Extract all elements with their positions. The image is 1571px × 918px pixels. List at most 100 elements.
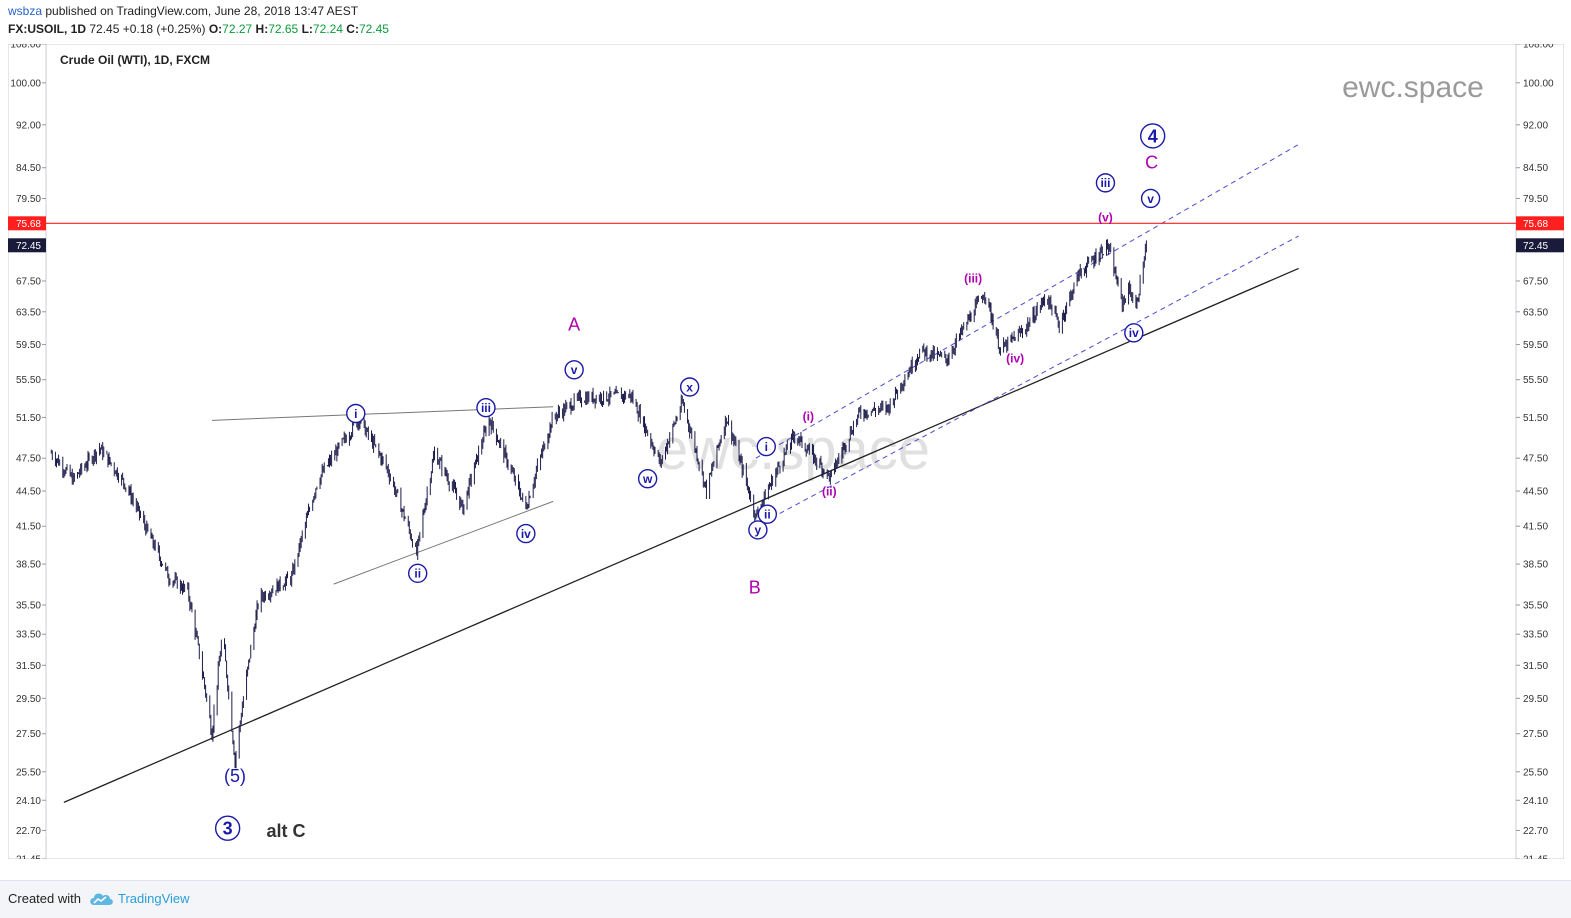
price-change: +0.18 (+0.25%): [122, 22, 206, 36]
low-value: 72.24: [312, 22, 343, 36]
wave-label-circle: [408, 563, 428, 584]
wave-label: x: [686, 380, 693, 394]
chart-svg[interactable]: Crude Oil (WTI), 1D, FXCM ewc.space ewc.s…: [8, 44, 1564, 859]
last-price-tag-right: 72.45: [1523, 241, 1548, 252]
price-tick-label-right: 84.50: [1523, 163, 1548, 174]
tradingview-cloud-icon[interactable]: [88, 889, 114, 907]
wave-label: (iv): [1006, 352, 1024, 366]
price-tick-label-right: 22.70: [1523, 826, 1548, 837]
wave-label-circle: [1140, 188, 1161, 209]
price-tick-label-left: 67.50: [16, 276, 41, 287]
price-tick-label-right: 47.50: [1523, 454, 1548, 465]
wave-label: (iii): [964, 271, 982, 285]
wave-label-circle: [214, 815, 241, 841]
wave-label: 4: [1148, 126, 1158, 146]
price-tick-label-left: 100.00: [10, 78, 41, 89]
wave-label: i: [765, 440, 768, 454]
wave-label: ii: [414, 567, 421, 581]
wave-label: 3: [223, 819, 233, 839]
price-tick-label-right: 108.00: [1523, 44, 1554, 51]
price-tick-label-right: 100.00: [1523, 78, 1554, 89]
channel-lower: [755, 235, 1299, 527]
price-tick-label-left: 84.50: [16, 163, 41, 174]
price-tick-label-left: 33.50: [16, 630, 41, 641]
symbol-quote-line: FX:USOIL, 1D 72.45 +0.18 (+0.25%) O:72.2…: [8, 22, 389, 36]
wave-label: ii: [764, 508, 771, 522]
wave-label-circle: [1139, 123, 1166, 149]
price-tick-label-right: 67.50: [1523, 276, 1548, 287]
wave-label: (v): [1098, 211, 1113, 225]
wave-label-circle: [748, 520, 768, 540]
price-tick-label-left: 41.50: [16, 522, 41, 533]
price-tick-label-left: 51.50: [16, 413, 41, 424]
price-tick-label-right: 29.50: [1523, 694, 1548, 705]
price-tick-label-left: 27.50: [16, 729, 41, 740]
open-value: 72.27: [222, 22, 253, 36]
open-label: O:: [208, 22, 223, 36]
wave-label: alt C: [267, 821, 306, 841]
wave-label-circle: [476, 397, 496, 418]
created-with-text: Created with: [8, 891, 81, 906]
price-tick-label-left: 79.50: [16, 194, 41, 205]
price-tick-label-right: 38.50: [1523, 560, 1548, 571]
last-price-tag-right-bg: [1516, 238, 1564, 253]
last-price-tag-left-bg: [8, 238, 46, 253]
chart-title: Crude Oil (WTI), 1D, FXCM: [60, 53, 210, 67]
price-tick-label-left: 21.45: [16, 855, 41, 860]
price-tick-label-right: 21.45: [1523, 855, 1548, 860]
price-tick-label-left: 59.50: [16, 340, 41, 351]
wave-label: (5): [224, 766, 246, 786]
price-tick-label-left: 29.50: [16, 694, 41, 705]
price-tick-label-left: 44.50: [16, 487, 41, 498]
price-tick-label-right: 41.50: [1523, 522, 1548, 533]
wave-label-circle: [564, 360, 584, 380]
price-tick-label-right: 35.50: [1523, 600, 1548, 611]
wave-label-circle: [516, 523, 536, 544]
price-tick-label-left: 108.00: [10, 44, 41, 51]
price-tick-label-left: 22.70: [16, 826, 41, 837]
price-tick-label-right: 33.50: [1523, 630, 1548, 641]
tradingview-brand-link[interactable]: TradingView: [118, 891, 190, 906]
wave-label-circle: [1124, 323, 1144, 343]
price-tick-label-left: 63.50: [16, 307, 41, 318]
last-price: 72.45: [89, 22, 120, 36]
watermark-top: ewc.space: [1342, 71, 1484, 104]
wave-label-circle: [757, 504, 778, 524]
price-tick-label-right: 31.50: [1523, 661, 1548, 672]
wave-label: i: [354, 407, 357, 421]
price-tick-label-left: 24.10: [16, 796, 41, 807]
price-tick-label-left: 31.50: [16, 661, 41, 672]
price-tick-label-right: 79.50: [1523, 194, 1548, 205]
footer-bar: Created with TradingView: [0, 880, 1571, 918]
wave-label: (ii): [822, 484, 837, 498]
symbol-label[interactable]: FX:USOIL, 1D: [8, 22, 87, 36]
wave-label-circle: [637, 469, 658, 489]
wave-label: A: [568, 314, 580, 334]
triangle-lower: [333, 500, 554, 585]
price-tick-label-right: 44.50: [1523, 487, 1548, 498]
price-tick-label-right: 51.50: [1523, 413, 1548, 424]
price-tick-label-right: 24.10: [1523, 796, 1548, 807]
high-value: 72.65: [268, 22, 299, 36]
price-tick-label-right: 25.50: [1523, 767, 1548, 778]
wave-label-circle: [756, 436, 776, 457]
wave-label: iv: [521, 527, 531, 541]
hline-price-tag-left: 75.68: [16, 219, 41, 230]
low-label: L:: [301, 22, 313, 36]
wave-label: y: [755, 523, 762, 537]
price-tick-label-left: 35.50: [16, 600, 41, 611]
watermark-center: ewc.space: [656, 417, 930, 482]
author-link[interactable]: wsbza: [8, 4, 43, 18]
price-tick-label-left: 47.50: [16, 454, 41, 465]
wave-label-circle: [1095, 173, 1116, 193]
publish-info: wsbza published on TradingView.com, June…: [8, 4, 358, 18]
lower-trendline: [63, 267, 1299, 803]
channel-upper: [755, 143, 1299, 459]
hline-price-tag-left-bg: [8, 216, 46, 231]
price-tick-label-left: 25.50: [16, 767, 41, 778]
chart-container[interactable]: Crude Oil (WTI), 1D, FXCM ewc.space ewc.s…: [8, 44, 1564, 859]
last-price-tag-left: 72.45: [16, 241, 41, 252]
wave-label: v: [1147, 192, 1154, 206]
price-tick-label-right: 63.50: [1523, 307, 1548, 318]
price-tick-label-left: 92.00: [16, 120, 41, 131]
